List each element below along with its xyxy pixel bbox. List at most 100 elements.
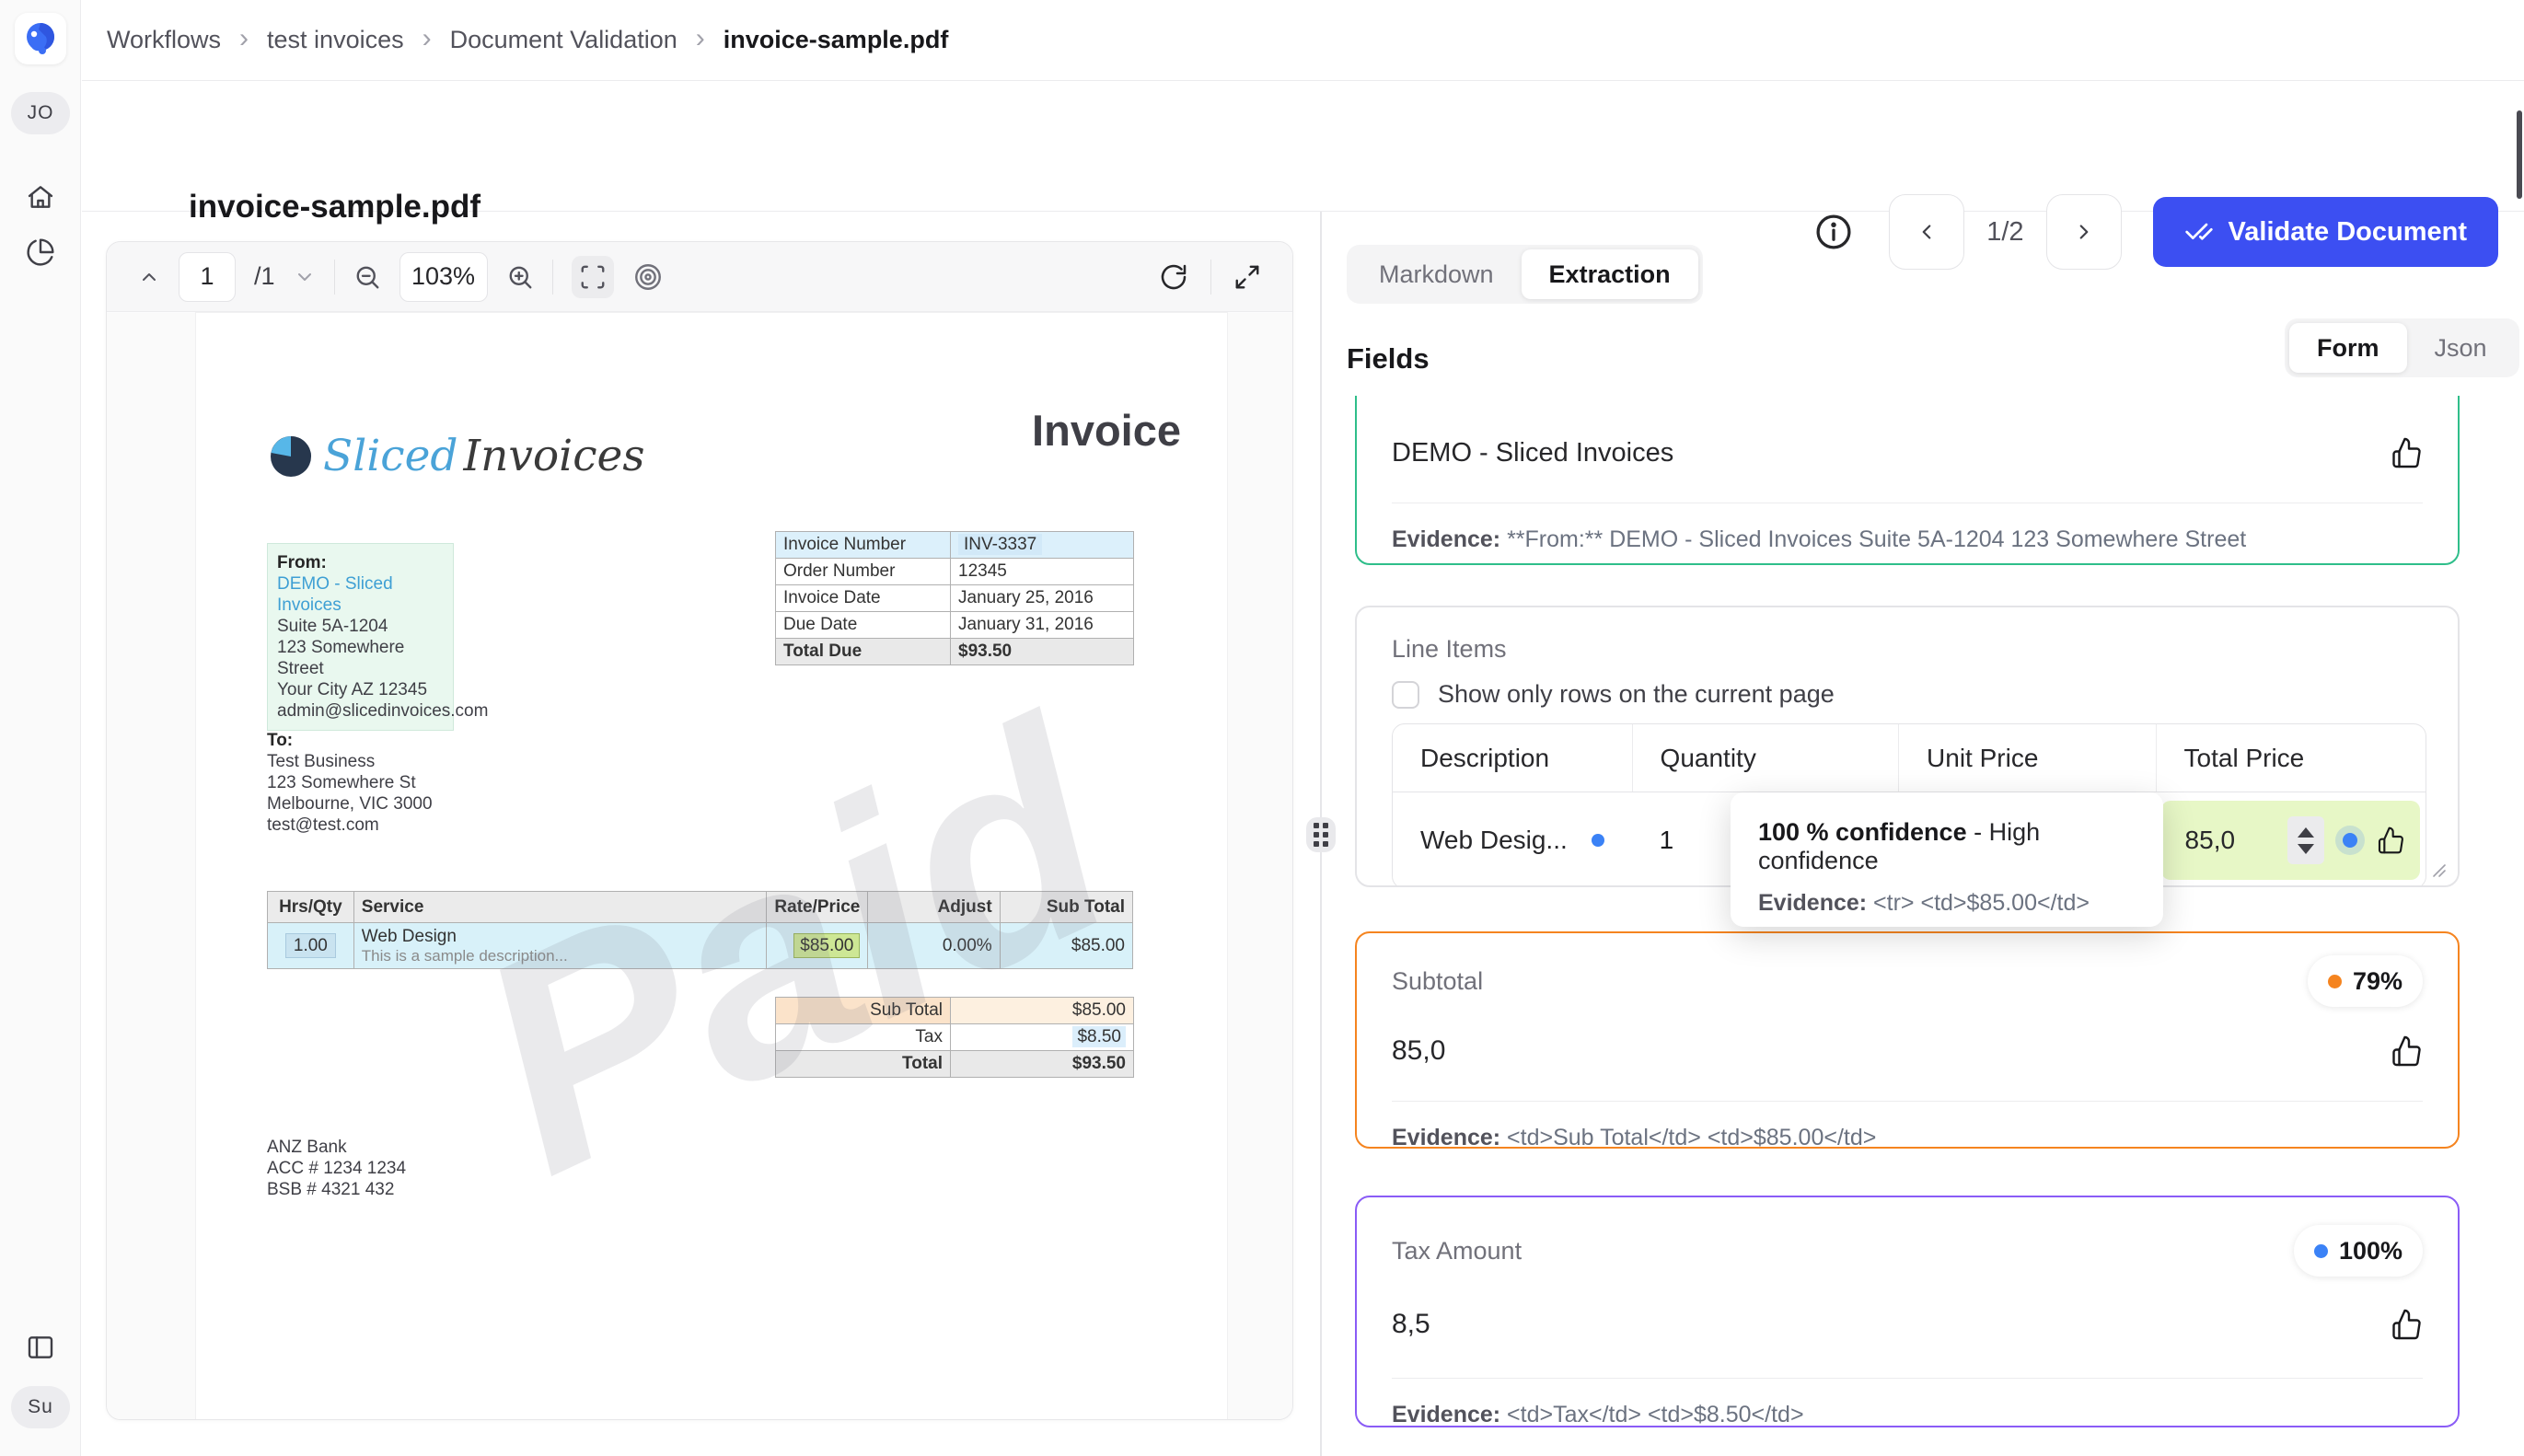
tax-value[interactable]: 8,5 [1392, 1309, 1430, 1339]
meta-value: $93.50 [950, 638, 1134, 665]
vendor-evidence: Evidence: **From:** DEMO - Sliced Invoic… [1392, 503, 2423, 579]
cell-quantity[interactable]: 1 [1659, 826, 1674, 854]
toggle-form[interactable]: Form [2289, 323, 2407, 373]
line-items-label: Line Items [1392, 635, 1507, 663]
validate-document-button[interactable]: Validate Document [2152, 197, 2498, 267]
from-line: admin@slicedinvoices.com [277, 701, 489, 721]
meta-value: January 31, 2016 [950, 611, 1134, 639]
page-number-input[interactable]: 1 [179, 251, 236, 302]
page-select-chevron-icon[interactable] [294, 266, 316, 288]
zoom-level-input[interactable]: 103% [399, 251, 488, 302]
zoom-in-icon[interactable] [506, 263, 534, 291]
items-header: Service [353, 891, 768, 923]
splitter-grip-icon[interactable] [1306, 817, 1336, 852]
prev-document-button[interactable] [1889, 194, 1965, 270]
zoom-out-icon[interactable] [353, 263, 381, 291]
pie-chart-icon[interactable] [26, 237, 55, 267]
avatar-jo[interactable]: JO [11, 92, 70, 134]
invoice-from-block: From: DEMO - Sliced Invoices Suite 5A-12… [267, 543, 489, 731]
thumbs-up-icon[interactable] [2390, 1308, 2423, 1341]
fields-heading: Fields [1347, 342, 1430, 375]
toggle-json[interactable]: Json [2434, 333, 2487, 362]
top-bar: Workflows › test invoices › Document Val… [82, 0, 2524, 81]
item-service: Web Design [361, 926, 457, 946]
items-header: Adjust [867, 891, 1001, 923]
to-line: Melbourne, VIC 3000 [267, 794, 433, 814]
invoice-to-block: To: Test Business 123 Somewhere St Melbo… [267, 730, 433, 836]
view-toggle: Form Json [2285, 318, 2519, 377]
check-check-icon [2184, 223, 2213, 240]
invoice-totals-table: Sub Total $85.00 Tax $8.50 Total $93.50 [775, 997, 1134, 1078]
home-icon[interactable] [26, 182, 55, 212]
number-stepper[interactable] [2287, 816, 2324, 864]
to-line: Test Business [267, 752, 376, 771]
avatar-su[interactable]: Su [11, 1386, 70, 1428]
to-label: To: [267, 731, 294, 750]
invoice-bank-block: ANZ Bank ACC # 1234 1234 BSB # 4321 432 [267, 1137, 406, 1200]
items-header: Rate/Price [766, 891, 869, 923]
from-line: 123 Somewhere Street [277, 638, 405, 678]
left-rail: JO Su [0, 0, 81, 1456]
bank-line: ACC # 1234 1234 [267, 1159, 407, 1178]
breadcrumb-document-validation[interactable]: Document Validation [449, 26, 677, 53]
breadcrumb-workflows[interactable]: Workflows [107, 26, 222, 53]
pie-logo-icon [271, 435, 311, 477]
from-line: Suite 5A-1204 [277, 617, 388, 636]
subtotal-evidence: Evidence: <td>Sub Total</td> <td>$85.00<… [1392, 1101, 2423, 1177]
meta-label: Invoice Number [775, 531, 951, 559]
fit-to-screen-icon[interactable] [571, 255, 614, 298]
confidence-badge: 100% [2293, 1225, 2423, 1277]
tab-markdown[interactable]: Markdown [1379, 260, 1494, 288]
total-label: Total [775, 1050, 951, 1078]
breadcrumb: Workflows › test invoices › Document Val… [107, 22, 948, 56]
app-logo[interactable] [15, 13, 66, 64]
tax-evidence: Evidence: <td>Tax</td> <td>$8.50</td> [1392, 1378, 2423, 1454]
from-line: Your City AZ 12345 [277, 680, 428, 699]
resize-handle-icon[interactable] [2430, 861, 2447, 878]
subtotal-value[interactable]: 85,0 [1392, 1035, 1446, 1066]
sidebar-toggle-icon[interactable] [26, 1333, 55, 1362]
vendor-value[interactable]: DEMO - Sliced Invoices [1392, 437, 1674, 468]
invoice-meta-table: Invoice Number INV-3337 Order Number 12345… [775, 531, 1134, 665]
thumbs-up-icon[interactable] [2376, 826, 2405, 855]
meta-label: Due Date [775, 611, 951, 639]
toolbar-divider [1210, 259, 1211, 295]
item-adjust: 0.00% [867, 922, 1001, 969]
total-value: $93.50 [950, 1050, 1134, 1078]
scrollbar-thumb[interactable] [2517, 110, 2522, 199]
info-icon[interactable] [1813, 212, 1854, 252]
subtotal-label: Subtotal [1392, 966, 1484, 995]
current-page-checkbox[interactable] [1392, 680, 1419, 709]
thumbs-up-icon[interactable] [2390, 1034, 2423, 1068]
from-company: DEMO - Sliced Invoices [277, 574, 393, 615]
refresh-icon[interactable] [1159, 262, 1188, 292]
page-title: invoice-sample.pdf [189, 189, 481, 225]
invoice-items-table: Hrs/Qty Service Rate/Price Adjust Sub To… [267, 891, 1134, 969]
bank-line: BSB # 4321 432 [267, 1180, 395, 1199]
total-label: Tax [775, 1023, 951, 1051]
next-document-button[interactable] [2045, 194, 2122, 270]
item-description: This is a sample description... [361, 946, 568, 965]
meta-value: INV-3337 [958, 534, 1043, 555]
field-card-subtotal: Subtotal 79% 85,0 Evidence: <td>Sub Tota… [1355, 931, 2460, 1150]
focus-target-icon[interactable] [632, 261, 664, 293]
cell-description[interactable]: Web Desig... [1393, 826, 1632, 855]
page-up-icon[interactable] [138, 266, 160, 288]
breadcrumb-test-invoices[interactable]: test invoices [267, 26, 404, 53]
meta-label: Invoice Date [775, 584, 951, 612]
line-item-row: Web Desig... 1 85,0 [1393, 792, 2426, 885]
to-line: test@test.com [267, 815, 379, 835]
chevron-right-icon: › [239, 22, 249, 53]
tax-label: Tax Amount [1392, 1236, 1523, 1265]
pdf-toolbar: 1 /1 103% [107, 242, 1292, 312]
expand-icon[interactable] [1233, 263, 1261, 291]
cell-total-price[interactable]: 85,0 [2156, 795, 2426, 885]
thumbs-up-icon[interactable] [2390, 436, 2423, 469]
tab-extraction[interactable]: Extraction [1521, 249, 1698, 299]
confidence-dot-icon [2343, 833, 2357, 848]
pdf-page: Sliced Invoices Invoice From: DEMO - Slic… [196, 313, 1227, 1419]
brand-invoices: Invoices [463, 431, 645, 481]
meta-label: Order Number [775, 558, 951, 585]
meta-value: 12345 [950, 558, 1134, 585]
total-price-input[interactable]: 85,0 [2160, 801, 2420, 880]
